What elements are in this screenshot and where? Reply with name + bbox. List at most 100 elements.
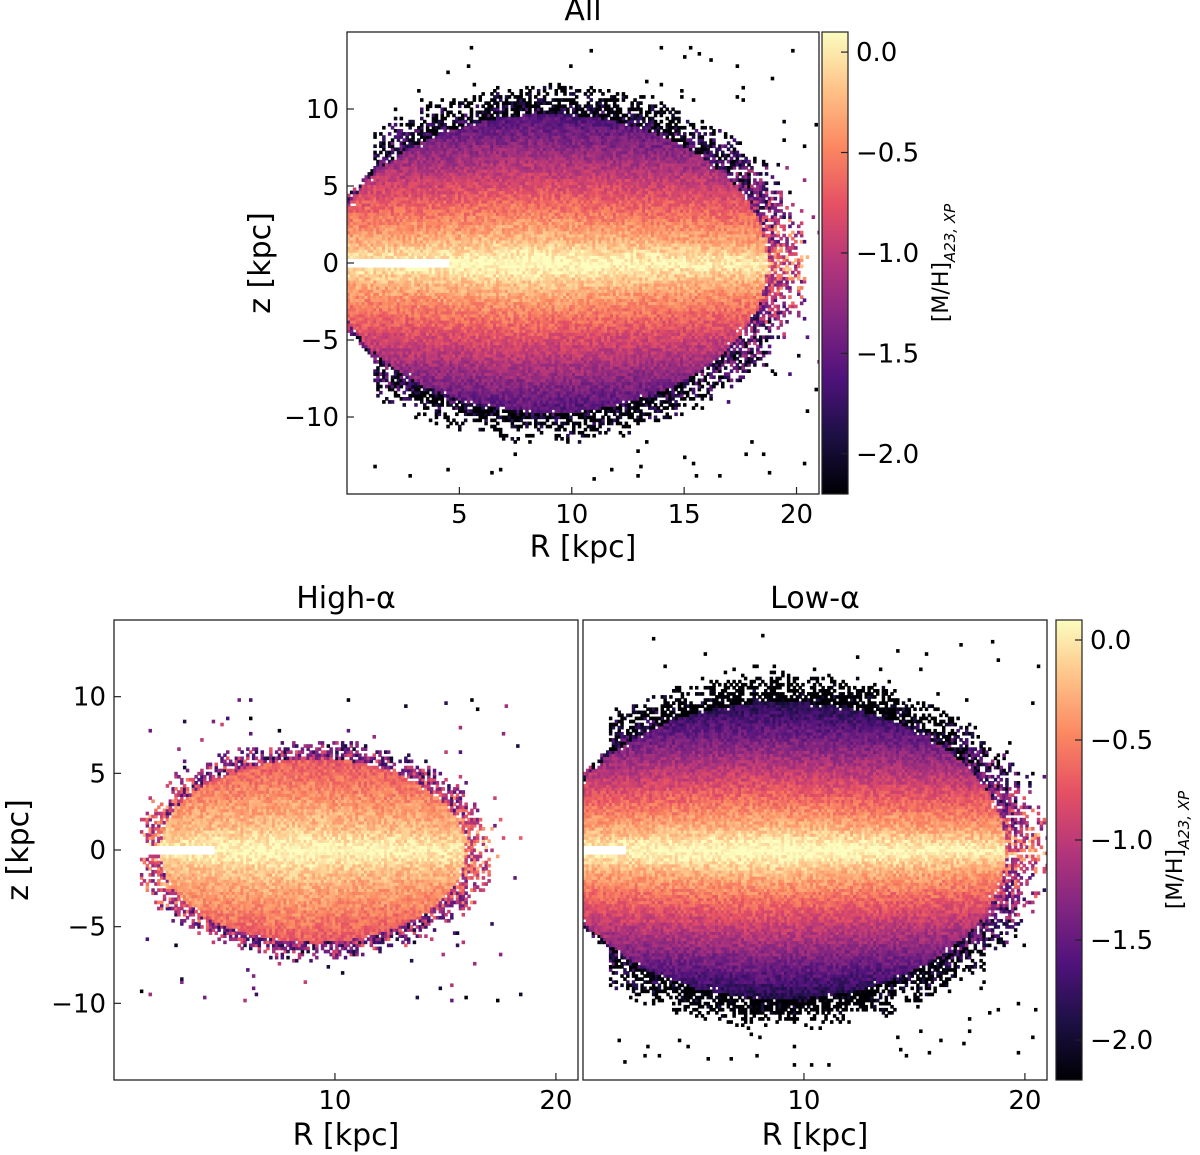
heatmap-cell (420, 252, 424, 256)
heatmap-cell (496, 178, 500, 182)
heatmap-cell (449, 236, 453, 241)
heatmap-cell (507, 119, 512, 124)
heatmap-cell (493, 159, 497, 164)
heatmap-cell (458, 264, 462, 269)
heatmap-cell (402, 162, 407, 167)
heatmap-cell (352, 289, 357, 293)
heatmap-cell (382, 363, 386, 367)
heatmap-cell (417, 193, 421, 198)
heatmap-cell (393, 353, 398, 358)
heatmap-cell (347, 233, 351, 238)
heatmap-cell (478, 397, 483, 401)
heatmap-cell (428, 338, 433, 343)
heatmap-cell (487, 304, 491, 309)
heatmap-cell (484, 372, 488, 376)
heatmap-cell (347, 224, 351, 229)
heatmap-cell (425, 243, 430, 247)
heatmap-cell (510, 258, 515, 263)
heatmap-cell (516, 301, 521, 306)
heatmap-cell (463, 227, 468, 232)
heatmap-cell (478, 187, 483, 192)
heatmap-cell (434, 162, 439, 167)
heatmap-cell (507, 221, 512, 226)
heatmap-cell (417, 289, 421, 293)
heatmap-cell (510, 119, 515, 124)
heatmap-cell (385, 332, 389, 336)
heatmap-cell (414, 286, 418, 290)
heatmap-cell (510, 273, 515, 278)
heatmap-cell (452, 289, 456, 293)
heatmap-cell (487, 276, 491, 281)
heatmap-cell (385, 273, 389, 278)
heatmap-cell (349, 221, 354, 226)
heatmap-cell (484, 178, 488, 182)
heatmap-cell (513, 375, 518, 380)
heatmap-cell (446, 181, 450, 186)
heatmap-cell (510, 196, 515, 201)
heatmap-cell (510, 178, 515, 182)
heatmap-cell (487, 279, 491, 284)
heatmap-cell (385, 175, 389, 179)
heatmap-cell (507, 381, 512, 386)
heatmap-cell (402, 199, 407, 204)
heatmap-cell (420, 110, 424, 115)
heatmap-cell (402, 144, 407, 149)
heatmap-cell (387, 255, 392, 259)
heatmap-cell (437, 267, 442, 272)
heatmap-cell (390, 295, 395, 299)
heatmap-cell (472, 356, 477, 361)
heatmap-cell (469, 227, 474, 232)
heatmap-cell (431, 267, 436, 272)
heatmap-cell (455, 153, 459, 158)
heatmap-cell (490, 135, 494, 139)
heatmap-cell (466, 156, 471, 161)
heatmap-cell (498, 415, 503, 420)
heatmap-cell (367, 224, 372, 229)
heatmap-cell (352, 233, 357, 238)
heatmap-cell (513, 267, 518, 272)
heatmap-cell (390, 215, 395, 219)
heatmap-cell (487, 313, 491, 318)
heatmap-cell (507, 95, 512, 99)
heatmap-cell (382, 344, 386, 349)
heatmap-cell (496, 169, 500, 173)
heatmap-cell (461, 390, 465, 395)
heatmap-cell (461, 239, 465, 244)
heatmap-cell (472, 276, 477, 281)
heatmap-cell (449, 184, 453, 189)
heatmap-cell (466, 412, 471, 417)
heatmap-cell (385, 166, 389, 170)
heatmap-cell (472, 366, 477, 370)
heatmap-cell (420, 209, 424, 213)
heatmap-cell (481, 372, 485, 376)
heatmap-cell (516, 338, 521, 343)
heatmap-cell (414, 199, 418, 204)
heatmap-cell (501, 338, 506, 343)
heatmap-cell (475, 156, 480, 161)
heatmap-cell (399, 190, 404, 195)
heatmap-cell (504, 141, 509, 145)
heatmap-cell (469, 295, 474, 299)
heatmap-cell (385, 397, 389, 401)
heatmap-cell (390, 267, 395, 272)
heatmap-cell (390, 246, 395, 250)
heatmap-cell (411, 289, 415, 293)
heatmap-cell (504, 196, 509, 201)
heatmap-cell (449, 301, 453, 306)
heatmap-cell (493, 310, 497, 315)
heatmap-cell (437, 246, 442, 250)
heatmap-cell (408, 172, 412, 176)
heatmap-cell (487, 104, 491, 109)
heatmap-cell (417, 156, 421, 161)
heatmap-cell (434, 236, 439, 241)
heatmap-cell (420, 298, 424, 303)
heatmap-cell (437, 304, 442, 309)
heatmap-cell (504, 338, 509, 343)
heatmap-cell (417, 273, 421, 278)
heatmap-cell (376, 243, 380, 247)
heatmap-cell (501, 320, 506, 324)
heatmap-cell (463, 332, 468, 336)
heatmap-cell (423, 412, 427, 417)
heatmap-cell (472, 412, 477, 417)
heatmap-cell (452, 360, 456, 364)
